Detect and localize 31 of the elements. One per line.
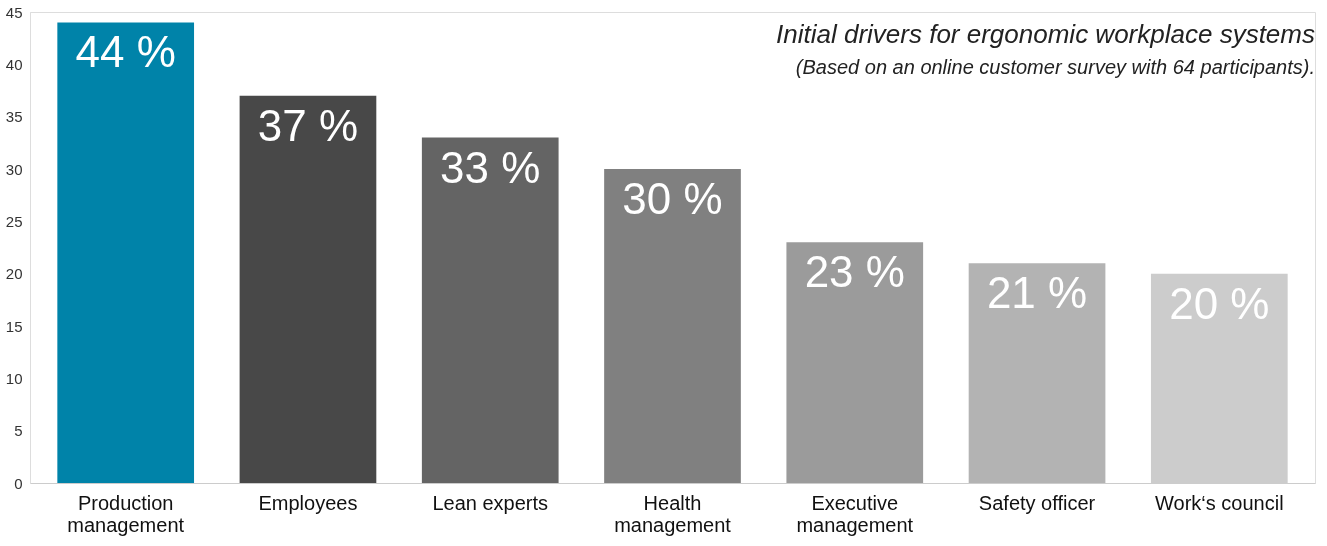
data-label: 21 % (986, 268, 1088, 318)
y-tick-label: 30 (5, 160, 23, 178)
y-tick-label: 20 (5, 265, 23, 283)
y-tick-label: 5 (14, 422, 23, 440)
y-tick-label: 10 (5, 369, 23, 387)
x-tick-label: Health management (614, 491, 732, 536)
x-tick-label: Safety officer (978, 491, 1096, 514)
y-tick-label: 15 (5, 317, 23, 335)
bar (57, 22, 195, 483)
x-tick-label: Executive management (796, 491, 914, 536)
data-label: 44 % (75, 27, 176, 77)
y-tick-label: 40 (5, 55, 23, 73)
y-tick-label: 0 (14, 474, 23, 492)
bar (604, 169, 741, 483)
data-label: 23 % (804, 247, 905, 297)
bar (786, 242, 924, 483)
x-tick-label: Employees (258, 491, 358, 514)
data-label: 37 % (257, 100, 359, 150)
bar (968, 263, 1106, 483)
y-tick-label: 45 (5, 3, 23, 21)
data-label: 30 % (622, 174, 723, 223)
y-tick-label: 25 (5, 212, 23, 230)
bar (421, 137, 559, 483)
chart-title: Initial drivers for ergonomic workplace systems (776, 19, 1315, 49)
data-label: 33 % (440, 142, 541, 192)
bar (239, 95, 377, 483)
y-tick-label: 35 (5, 108, 23, 126)
x-tick-label: Work‘s council (1155, 491, 1284, 514)
x-tick-label: Lean experts (432, 491, 549, 514)
x-tick-label: Production management (67, 491, 185, 536)
text: (Based on an online customer survey with 64 participants). (795, 56, 1315, 78)
